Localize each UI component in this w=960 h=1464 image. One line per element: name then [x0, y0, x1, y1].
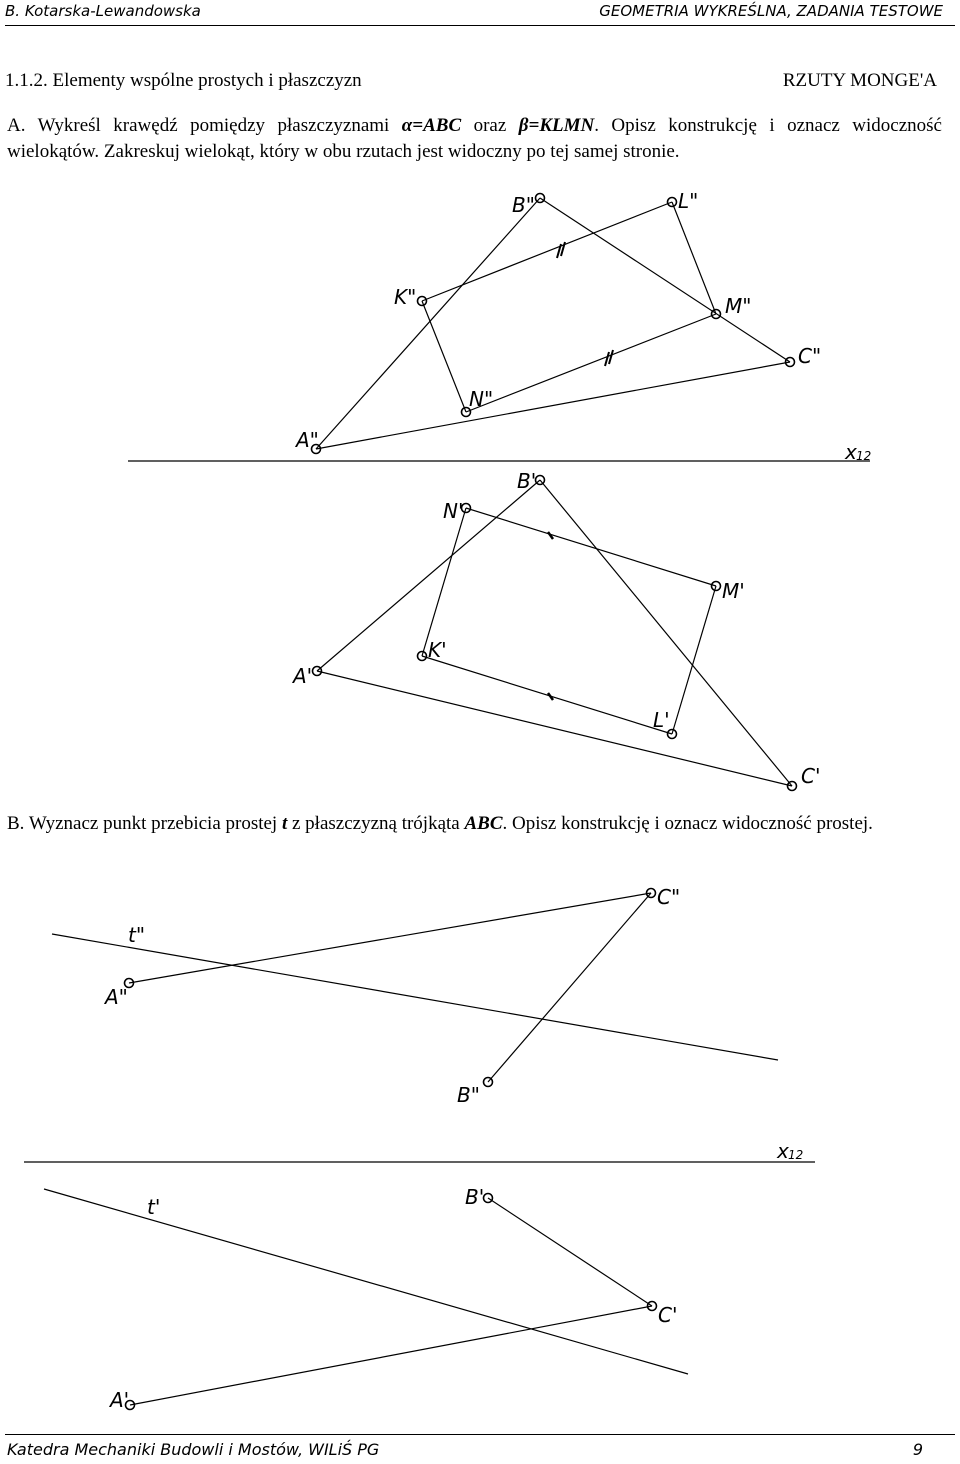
label-c2: C" — [798, 344, 821, 368]
edge-m1-l1 — [671, 585, 717, 735]
section-tag: RZUTY MONGE'A — [782, 70, 937, 91]
parallel-mark-h-top — [546, 531, 555, 540]
diagram-a-horizontal-projection — [316, 479, 793, 787]
label-a2: A" — [294, 428, 319, 452]
task-b-text-1: B. Wyznacz punkt przebicia prostej — [7, 813, 282, 834]
header-rule — [5, 25, 955, 26]
footer-department: Katedra Mechaniki Budowli i Mostów, WILi… — [7, 1440, 380, 1459]
point-k2 — [416, 295, 428, 307]
task-a-text-2: oraz — [461, 115, 519, 136]
label-n2: N" — [469, 387, 493, 411]
task-a-beta: β=KLMN — [518, 115, 595, 136]
label-b-b1: B' — [465, 1185, 484, 1209]
task-b-text: B. Wyznacz punkt przebicia prostej t z p… — [7, 811, 942, 837]
label-b2: B" — [512, 193, 535, 217]
axis-sub-b: 12 — [788, 1148, 803, 1162]
parallel-mark-top — [556, 241, 566, 259]
label-m2: M" — [725, 294, 751, 318]
label-l2: L" — [678, 189, 698, 213]
header-author: B. Kotarska-Lewandowska — [5, 2, 201, 20]
edge-m2-n2 — [465, 313, 717, 413]
section-title: 1.1.2. Elementy wspólne prostych i płasz… — [5, 70, 362, 91]
edge-c1-b1-b — [487, 1197, 653, 1307]
edge-l2-m2 — [671, 201, 717, 315]
edge-n2-k2 — [421, 300, 467, 413]
task-b-text-2: z płaszczyzną trójkąta — [287, 813, 465, 834]
task-b-abc: ABC — [464, 813, 503, 834]
point-b-b2 — [482, 1076, 494, 1088]
axis-label-b: x — [776, 1139, 789, 1163]
point-b1 — [534, 474, 546, 486]
point-l1 — [666, 728, 678, 740]
header-book-title: GEOMETRIA WYKREŚLNA, ZADANIA TESTOWE — [599, 2, 943, 20]
footer-rule — [5, 1434, 955, 1435]
line-t1 — [43, 1188, 689, 1375]
edge-k2-l2 — [421, 201, 673, 302]
edge-a2-b2 — [315, 197, 541, 450]
label-m1: M' — [722, 579, 745, 603]
edge-a1-c1 — [316, 670, 793, 787]
point-l2 — [666, 196, 678, 208]
label-b-c1: C' — [658, 1303, 677, 1327]
point-b2 — [534, 192, 546, 204]
point-n1 — [460, 502, 472, 514]
task-a-text-1: A. Wykreśl krawędź pomiędzy płaszczyznam… — [7, 115, 402, 136]
page-footer: Katedra Mechaniki Budowli i Mostów, WILi… — [0, 1428, 960, 1464]
edge-l1-k1 — [421, 655, 673, 735]
label-k1: K' — [428, 638, 447, 662]
edge-a1-c1-b — [129, 1305, 653, 1406]
point-c1 — [786, 780, 798, 792]
footer-page-number: 9 — [912, 1440, 923, 1459]
parallel-mark-middle — [604, 349, 614, 367]
point-a1 — [311, 665, 323, 677]
label-n1: N' — [443, 499, 463, 523]
point-c2 — [784, 356, 796, 368]
edge-c2-b2-b — [487, 892, 652, 1083]
diagram-a-vertical-projection — [315, 197, 791, 450]
label-l1: L' — [653, 708, 670, 732]
point-k1 — [416, 650, 428, 662]
task-a-alpha: α=ABC — [401, 115, 462, 136]
label-b-a2: A" — [103, 985, 128, 1009]
parallel-mark-h-bottom — [546, 692, 555, 701]
diagram-b-horizontal-projection — [43, 1188, 689, 1406]
page-header: B. Kotarska-Lewandowska GEOMETRIA WYKREŚ… — [0, 0, 960, 26]
label-c1: C' — [801, 764, 820, 788]
point-markers — [123, 192, 798, 1411]
point-m2 — [710, 308, 722, 320]
point-b-a2 — [123, 977, 135, 989]
label-b-c2: C" — [657, 885, 680, 909]
task-b-text-3: . Opisz konstrukcję i oznacz widoczność … — [502, 813, 873, 834]
edge-b1-c1 — [539, 479, 793, 787]
edge-a2-c2 — [315, 361, 791, 450]
label-b-a1: A' — [108, 1388, 129, 1412]
edge-b2-c2 — [539, 197, 791, 363]
label-b-t2: t" — [128, 923, 145, 947]
point-b-c2 — [645, 887, 657, 899]
point-n2 — [460, 406, 472, 418]
edge-a2-c2-b — [128, 892, 652, 984]
task-a-text: A. Wykreśl krawędź pomiędzy płaszczyznam… — [7, 113, 942, 165]
line-t2 — [51, 933, 779, 1061]
diagram-b-vertical-projection — [51, 892, 779, 1083]
task-a-text-3: . Opisz konstrukcję i oznacz widoczność … — [7, 115, 942, 162]
point-m1 — [710, 580, 722, 592]
edge-k1-n1 — [421, 507, 467, 657]
label-a1: A' — [291, 664, 312, 688]
point-b-c1 — [646, 1300, 658, 1312]
axis-sub-a: 12 — [856, 449, 871, 463]
label-b-t1: t' — [147, 1195, 160, 1219]
point-b-a1 — [124, 1399, 136, 1411]
axis-label-a: x — [844, 440, 857, 464]
point-a2 — [310, 443, 322, 455]
edge-n1-m1 — [465, 507, 717, 587]
label-k2: K" — [394, 285, 416, 309]
task-b-t: t — [281, 813, 288, 834]
label-b-b2: B" — [457, 1083, 480, 1107]
point-b-b1 — [482, 1192, 494, 1204]
edge-a1-b1 — [316, 479, 541, 672]
label-b1: B' — [517, 469, 536, 493]
